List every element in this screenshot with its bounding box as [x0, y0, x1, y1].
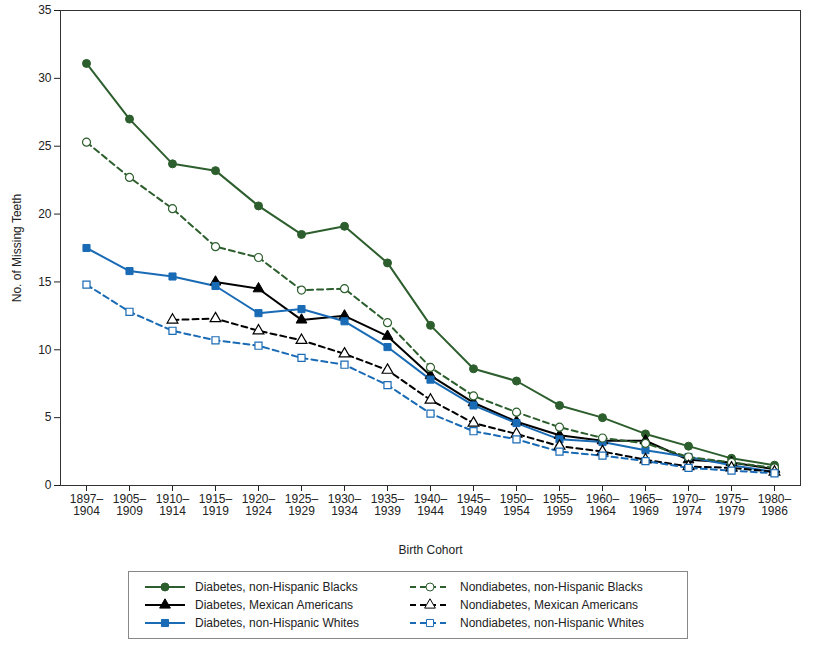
html-text:Diabetes, non-Hispanic Whites: Diabetes, non-Hispanic Whites	[195, 616, 360, 630]
svg-text:1975–1979: 1975–1979	[715, 492, 749, 518]
svg-text:10: 10	[38, 343, 52, 357]
svg-text:1960–1964: 1960–1964	[586, 492, 620, 518]
svg-text:1970–1974: 1970–1974	[672, 492, 706, 518]
svg-text:35: 35	[38, 3, 52, 17]
svg-text:1950–1954: 1950–1954	[500, 492, 534, 518]
svg-text:1920–1924: 1920–1924	[242, 492, 276, 518]
svg-text:1910–1914: 1910–1914	[156, 492, 190, 518]
svg-text:1940–1944: 1940–1944	[414, 492, 448, 518]
html-text:Diabetes, non-Hispanic Blacks: Diabetes, non-Hispanic Blacks	[195, 580, 358, 594]
html-text:Nondiabetes, non-Hispanic Blac: Nondiabetes, non-Hispanic Blacks	[460, 580, 643, 594]
svg-text:1925–1929: 1925–1929	[285, 492, 319, 518]
svg-text:1945–1949: 1945–1949	[457, 492, 491, 518]
svg-text:No. of Missing Teeth: No. of Missing Teeth	[10, 194, 24, 303]
svg-text:0: 0	[45, 478, 52, 492]
svg-text:1915–1919: 1915–1919	[199, 492, 233, 518]
html-text:Nondiabetes, non-Hispanic Whit: Nondiabetes, non-Hispanic Whites	[460, 616, 645, 630]
svg-text:1930–1934: 1930–1934	[328, 492, 362, 518]
svg-text:20: 20	[38, 207, 52, 221]
svg-text:30: 30	[38, 71, 52, 85]
svg-text:Birth Cohort: Birth Cohort	[398, 543, 463, 557]
svg-text:15: 15	[38, 275, 52, 289]
svg-text:25: 25	[38, 139, 52, 153]
svg-text:1980–1986: 1980–1986	[758, 492, 792, 518]
svg-text:1905–1909: 1905–1909	[113, 492, 147, 518]
svg-text:5: 5	[45, 410, 52, 424]
svg-text:1955–1959: 1955–1959	[543, 492, 577, 518]
html-text:Nondiabetes, Mexican Americans: Nondiabetes, Mexican Americans	[460, 598, 639, 612]
html-text:Diabetes, Mexican Americans: Diabetes, Mexican Americans	[195, 598, 354, 612]
svg-text:1897–1904: 1897–1904	[70, 492, 104, 518]
svg-text:1965–1969: 1965–1969	[629, 492, 663, 518]
svg-text:1935–1939: 1935–1939	[371, 492, 405, 518]
